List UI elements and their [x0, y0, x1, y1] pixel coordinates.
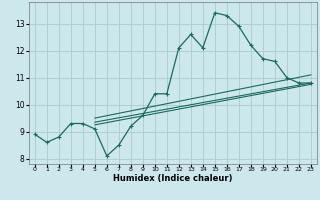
X-axis label: Humidex (Indice chaleur): Humidex (Indice chaleur) [113, 174, 233, 183]
